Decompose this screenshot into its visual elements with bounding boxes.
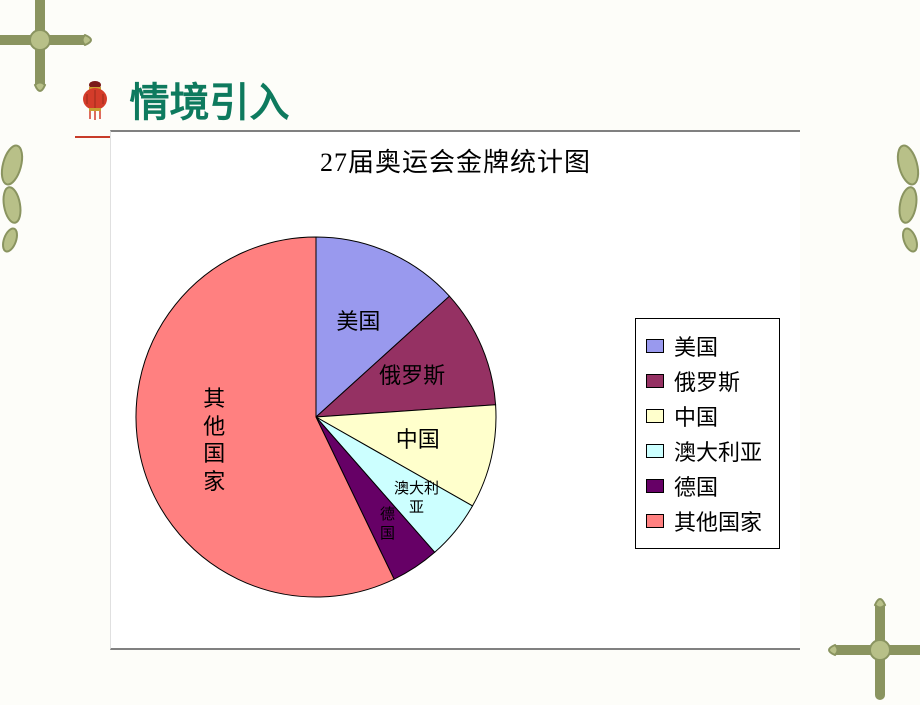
legend-label: 美国 [674, 330, 718, 362]
header: 情境引入 [75, 70, 800, 138]
ornament-right [890, 140, 920, 260]
pie-slice-label: 其 他 国 家 [203, 385, 225, 495]
legend-item: 澳大利亚 [646, 435, 765, 467]
legend: 美国俄罗斯中国澳大利亚德国其他国家 [635, 318, 780, 549]
legend-swatch [646, 409, 664, 423]
legend-item: 俄罗斯 [646, 365, 765, 397]
pie-chart: 美国俄罗斯中国澳大利 亚德 国 其 他 国 家 [131, 232, 501, 602]
legend-label: 德国 [674, 470, 718, 502]
legend-swatch [646, 479, 664, 493]
legend-item: 德国 [646, 470, 765, 502]
legend-swatch [646, 374, 664, 388]
pie-slice-label: 俄罗斯 [379, 362, 445, 390]
ornament-left [0, 140, 30, 260]
legend-label: 其他国家 [674, 505, 762, 537]
pie-slice-label: 澳大利 亚 [394, 480, 439, 518]
pie-slice-label: 德 国 [380, 506, 395, 544]
pie-slice-label: 中国 [396, 426, 440, 454]
chart-panel: 27届奥运会金牌统计图 美国俄罗斯中国澳大利 亚德 国其 他 国 家 美国俄罗斯… [110, 130, 800, 650]
legend-swatch [646, 339, 664, 353]
corner-ornament-bottom-right [825, 595, 920, 705]
legend-swatch [646, 444, 664, 458]
legend-label: 中国 [674, 400, 718, 432]
chart-title: 27届奥运会金牌统计图 [111, 142, 800, 179]
pie-slice-label: 美国 [336, 308, 380, 336]
legend-swatch [646, 514, 664, 528]
lantern-icon [75, 73, 115, 126]
legend-item: 其他国家 [646, 505, 765, 537]
legend-item: 中国 [646, 400, 765, 432]
page-title: 情境引入 [129, 70, 289, 128]
legend-label: 俄罗斯 [674, 365, 740, 397]
legend-label: 澳大利亚 [674, 435, 762, 467]
legend-item: 美国 [646, 330, 765, 362]
